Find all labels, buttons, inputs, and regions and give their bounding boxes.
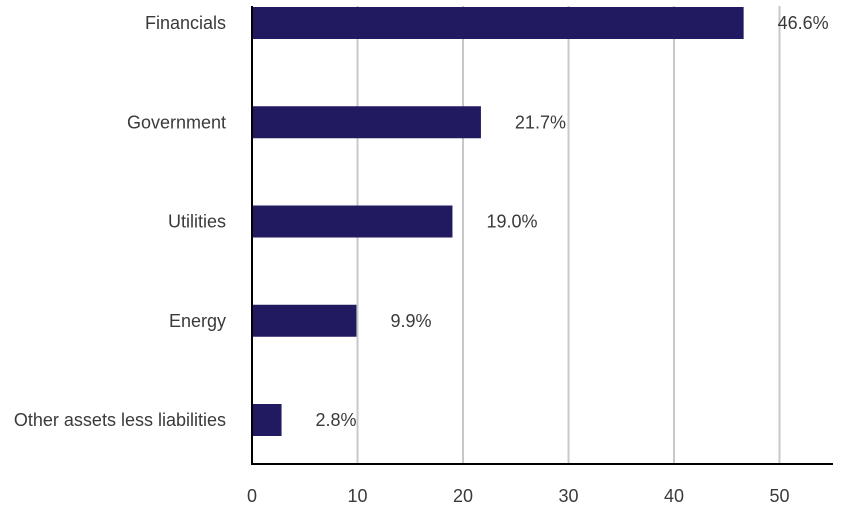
x-tick-label: 10 (347, 486, 367, 506)
gridlines (356, 6, 781, 464)
bar-utilities (252, 205, 453, 238)
bars (252, 7, 744, 436)
x-tick-label: 50 (769, 486, 789, 506)
category-label: Energy (169, 311, 226, 331)
x-tick-label: 40 (664, 486, 684, 506)
value-labels: 46.6% 21.7% 19.0% 9.9% 2.8% (316, 13, 829, 430)
bar-financials (252, 7, 744, 39)
category-label: Government (127, 112, 226, 132)
x-tick-label: 0 (247, 486, 257, 506)
category-labels: Financials Government Utilities Energy Other… (14, 13, 226, 430)
value-label: 21.7% (515, 112, 566, 132)
category-label: Utilities (168, 212, 226, 232)
value-label: 46.6% (778, 13, 829, 33)
value-label: 2.8% (316, 410, 357, 430)
value-label: 19.0% (486, 212, 537, 232)
x-tick-label: 30 (558, 486, 578, 506)
value-label: 9.9% (390, 311, 431, 331)
bar-other-assets-less-liabilities (252, 404, 282, 436)
category-label: Financials (145, 13, 226, 33)
category-label: Other assets less liabilities (14, 410, 226, 430)
x-tick-label: 20 (453, 486, 473, 506)
axes (251, 6, 833, 465)
x-tick-labels: 0 10 20 30 40 50 (247, 486, 790, 506)
bar-government (252, 106, 481, 139)
bar-energy (252, 304, 357, 337)
